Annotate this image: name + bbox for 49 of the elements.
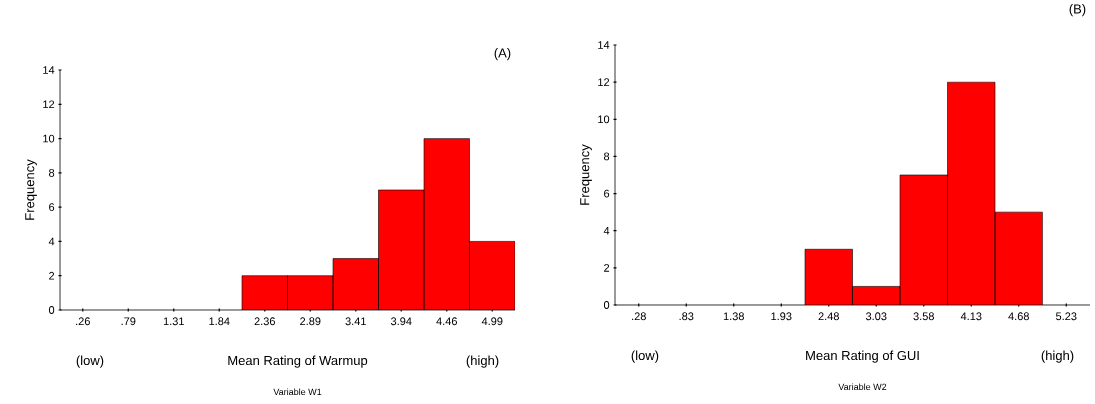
y-axis-title: Frequency bbox=[580, 144, 592, 205]
x-axis-title: Mean Rating of Warmup bbox=[228, 355, 368, 368]
x-tick-label: 1.38 bbox=[723, 312, 744, 321]
x-tick-label: 4.46 bbox=[436, 317, 457, 326]
y-tick-label: 0 bbox=[48, 306, 55, 314]
y-tick-label: 12 bbox=[598, 78, 610, 86]
x-axis-title: Mean Rating of GUI bbox=[806, 350, 919, 363]
y-tick-label: 14 bbox=[43, 66, 55, 74]
text: (B) bbox=[1069, 4, 1086, 17]
x-tick-label: 4.68 bbox=[1008, 312, 1029, 321]
x-tick-label: .26 bbox=[76, 317, 90, 326]
text: Variable W1 bbox=[273, 388, 322, 396]
bar bbox=[994, 211, 1043, 305]
y-tick-label: 4 bbox=[603, 226, 610, 235]
y-tick-label: 10 bbox=[43, 134, 55, 143]
x-tick-label: 4.99 bbox=[481, 317, 503, 326]
y-tick-label: 4 bbox=[48, 237, 55, 246]
y-tick-label: 14 bbox=[598, 41, 610, 49]
x-tick-label: 2.89 bbox=[300, 317, 321, 326]
y-tick-label: 10 bbox=[598, 115, 610, 124]
x-tick-label: 3.94 bbox=[390, 317, 412, 326]
y-axis-title: Frequency bbox=[25, 159, 37, 220]
x-tick-label: 2.36 bbox=[254, 317, 275, 326]
y-tick-label: 6 bbox=[49, 203, 55, 212]
x-tick-label: 3.03 bbox=[865, 312, 887, 321]
x-tick-label: .83 bbox=[679, 312, 694, 321]
x-tick-label: 2.48 bbox=[818, 312, 839, 321]
y-tick-label: 2 bbox=[49, 271, 55, 280]
text: (A) bbox=[494, 48, 511, 61]
x-tick-label: 1.84 bbox=[209, 317, 230, 326]
y-tick-label: 8 bbox=[49, 168, 55, 177]
x-tick-label: .28 bbox=[632, 312, 646, 321]
x-tick-label: 5.23 bbox=[1055, 312, 1077, 321]
text: (high) bbox=[1041, 350, 1074, 363]
y-tick-label: 0 bbox=[603, 301, 610, 309]
text: Variable W2 bbox=[838, 383, 887, 391]
y-tick-label: 8 bbox=[603, 152, 610, 161]
x-tick-label: .79 bbox=[121, 317, 136, 326]
text: (high) bbox=[466, 355, 499, 368]
text: (low) bbox=[631, 350, 659, 363]
y-tick-label: 12 bbox=[43, 100, 55, 109]
x-tick-label: 4.13 bbox=[960, 312, 982, 321]
x-tick-label: 1.31 bbox=[163, 317, 184, 326]
x-tick-label: 3.41 bbox=[345, 317, 366, 326]
y-tick-label: 6 bbox=[604, 189, 610, 198]
y-tick-label: 2 bbox=[604, 264, 610, 272]
text: (low) bbox=[76, 355, 104, 368]
x-tick-label: 3.58 bbox=[913, 312, 934, 321]
x-tick-label: 1.93 bbox=[771, 312, 792, 321]
